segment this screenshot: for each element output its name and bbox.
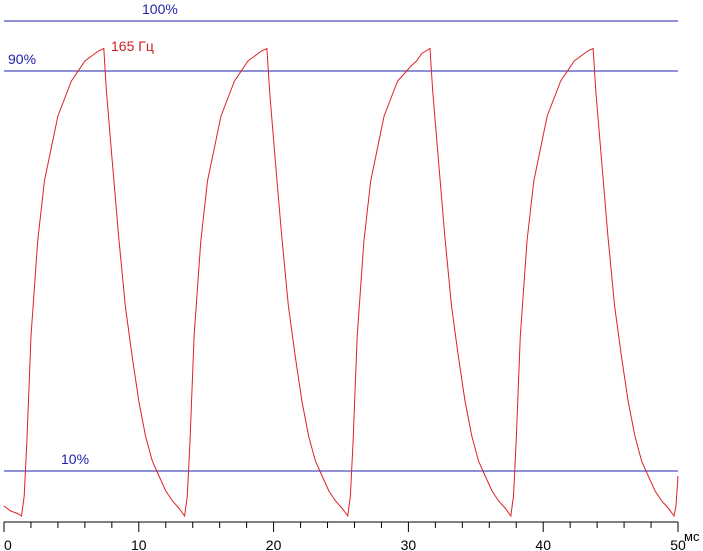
x-tick-label: 40: [535, 537, 551, 551]
x-tick-label: 0: [4, 537, 12, 551]
x-tick-label: 10: [131, 537, 147, 551]
reference-label-100pct: 100%: [142, 1, 178, 17]
x-tick-label: 50: [670, 537, 686, 551]
series-line-0: [3, 47, 679, 518]
x-axis-unit-label: мс: [684, 529, 700, 544]
series-label: 165 Гц: [111, 38, 154, 54]
reference-lines: 100% 90% 10%: [4, 1, 678, 472]
x-tick-label: 20: [266, 537, 282, 551]
reference-label-10pct: 10%: [61, 451, 89, 467]
x-axis: 0 10 20 30 40 50: [3, 521, 686, 551]
reference-label-90pct: 90%: [8, 51, 36, 67]
series-traces: [3, 47, 679, 518]
x-tick-label: 30: [401, 537, 417, 551]
